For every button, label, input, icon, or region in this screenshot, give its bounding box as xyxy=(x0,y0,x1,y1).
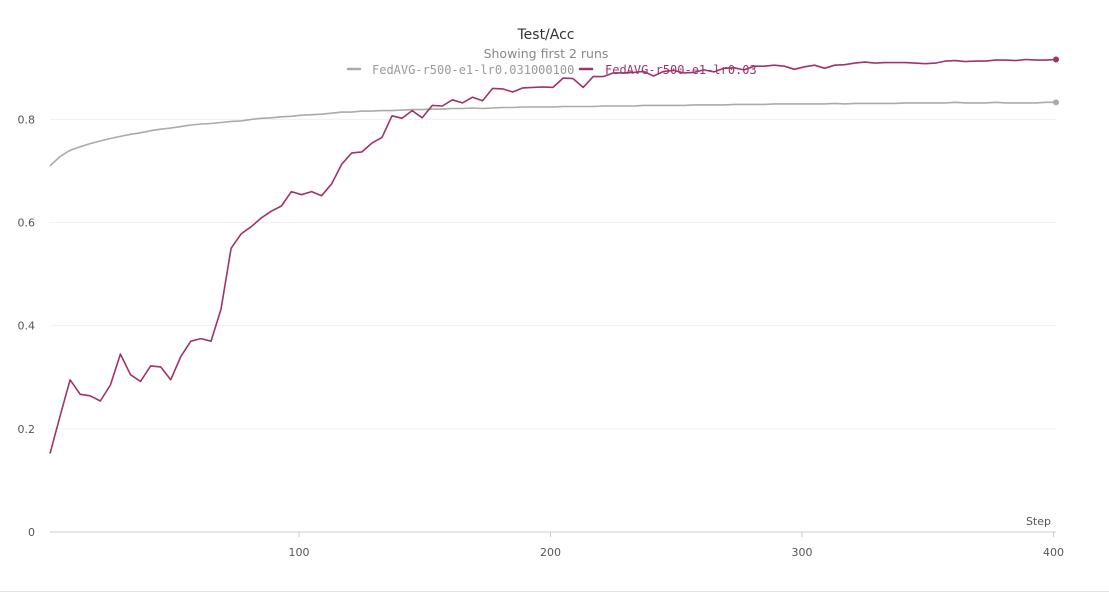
legend-label-run-2[interactable]: FedAVG-r500-e1-lr0.03 xyxy=(605,63,757,77)
series-line-run-2[interactable] xyxy=(49,58,1057,454)
y-tick-label: 0.4 xyxy=(18,320,36,333)
x-axis-label: Step xyxy=(1026,515,1051,528)
x-axis: 100 200 300 400 xyxy=(50,531,1064,559)
x-tick-label: 300 xyxy=(791,546,812,559)
x-tick-label: 200 xyxy=(540,546,561,559)
series-end-marker-run-2[interactable] xyxy=(1053,56,1059,63)
gridlines xyxy=(50,118,1056,430)
y-axis-ticks: 0 0.2 0.4 0.6 0.8 xyxy=(18,113,36,539)
series-layer[interactable] xyxy=(49,56,1059,454)
y-tick-label: 0 xyxy=(28,526,35,539)
bottom-divider xyxy=(0,591,1109,592)
chart-title: Test/Acc xyxy=(516,27,574,43)
y-tick-label: 0.8 xyxy=(18,113,36,126)
y-tick-label: 0.6 xyxy=(18,217,36,230)
x-tick-label: 400 xyxy=(1043,546,1064,559)
chart-subtitle: Showing first 2 runs xyxy=(484,46,609,61)
x-tick-label: 100 xyxy=(288,546,309,559)
series-line-run-1[interactable] xyxy=(49,101,1056,167)
series-end-marker-run-1[interactable] xyxy=(1053,99,1059,106)
legend[interactable]: FedAVG-r500-e1-lr0.031000100 FedAVG-r500… xyxy=(346,63,757,77)
legend-label-run-1[interactable]: FedAVG-r500-e1-lr0.031000100 xyxy=(372,63,574,77)
y-tick-label: 0.2 xyxy=(18,423,36,436)
